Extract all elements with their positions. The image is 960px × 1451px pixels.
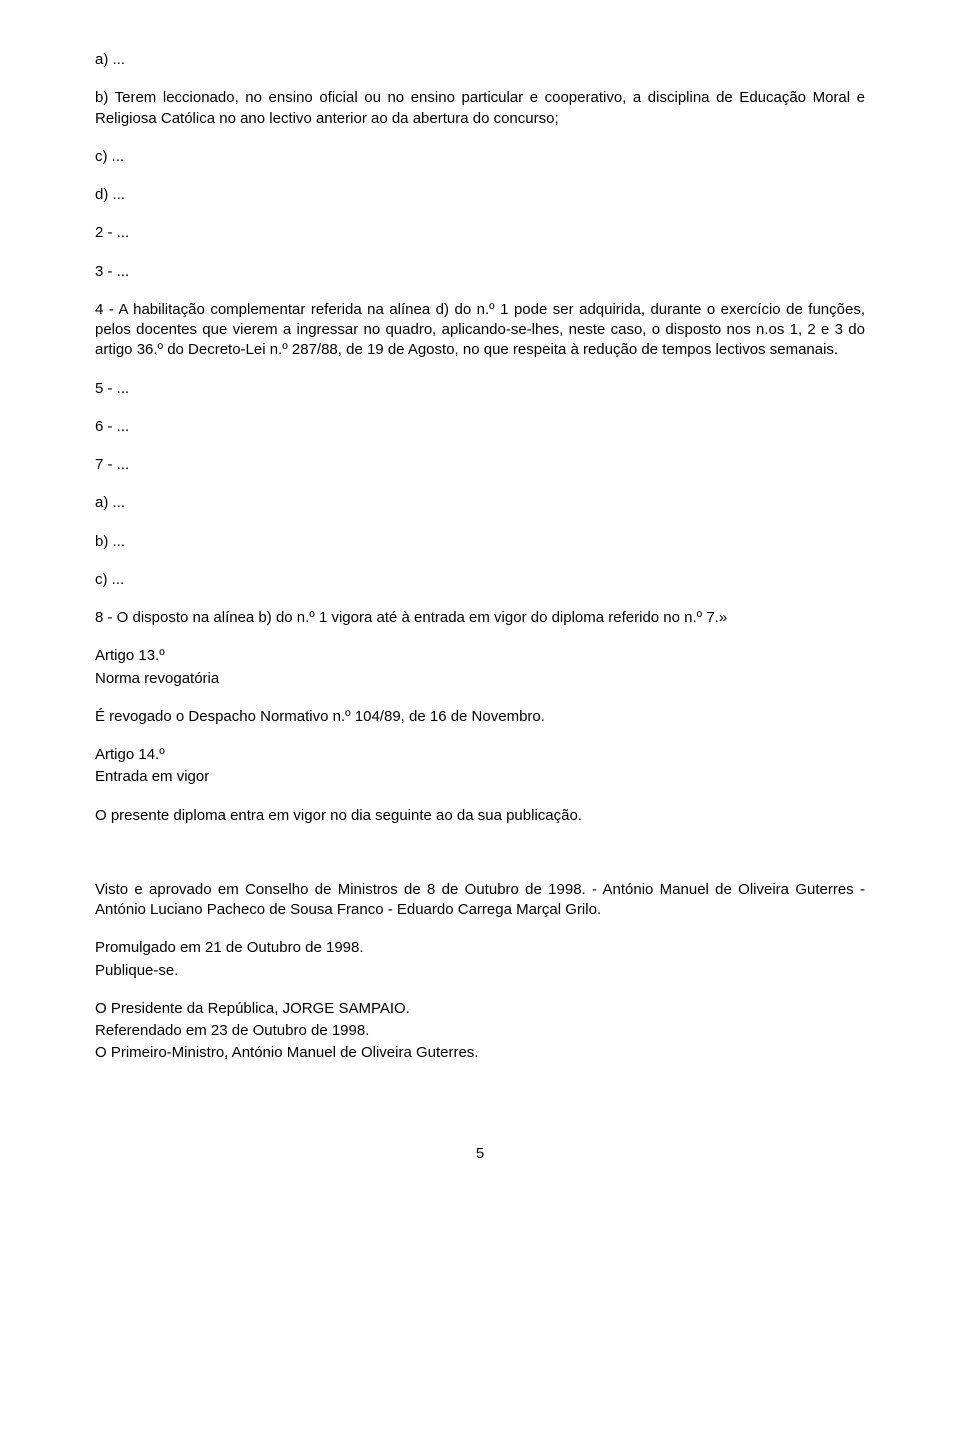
list-item-c2: c) ... [95, 570, 865, 590]
president-signature: O Presidente da República, JORGE SAMPAIO… [95, 999, 865, 1019]
spacer [95, 844, 865, 880]
article-13-heading: Artigo 13.º [95, 646, 865, 666]
list-item-b: b) Terem leccionado, no ensino oficial o… [95, 88, 865, 129]
num-item-5: 5 - ... [95, 379, 865, 399]
article-14-subtitle: Entrada em vigor [95, 767, 865, 787]
num-item-7: 7 - ... [95, 455, 865, 475]
referendum-date: Referendado em 23 de Outubro de 1998. [95, 1021, 865, 1041]
num-item-4: 4 - A habilitação complementar referida … [95, 300, 865, 361]
list-item-a2: a) ... [95, 493, 865, 513]
list-item-c: c) ... [95, 147, 865, 167]
article-13-subtitle: Norma revogatória [95, 669, 865, 689]
article-14-heading: Artigo 14.º [95, 745, 865, 765]
num-item-8: 8 - O disposto na alínea b) do n.º 1 vig… [95, 608, 865, 628]
council-approval: Visto e aprovado em Conselho de Ministro… [95, 880, 865, 921]
page-number: 5 [95, 1144, 865, 1164]
article-13-body: É revogado o Despacho Normativo n.º 104/… [95, 707, 865, 727]
num-item-2: 2 - ... [95, 223, 865, 243]
document-page: a) ... b) Terem leccionado, no ensino of… [0, 0, 960, 1204]
num-item-6: 6 - ... [95, 417, 865, 437]
list-item-a: a) ... [95, 50, 865, 70]
num-item-3: 3 - ... [95, 262, 865, 282]
publish-order: Publique-se. [95, 961, 865, 981]
promulgation-date: Promulgado em 21 de Outubro de 1998. [95, 938, 865, 958]
list-item-b2: b) ... [95, 532, 865, 552]
prime-minister-signature: O Primeiro-Ministro, António Manuel de O… [95, 1043, 865, 1063]
article-14-body: O presente diploma entra em vigor no dia… [95, 806, 865, 826]
list-item-d: d) ... [95, 185, 865, 205]
